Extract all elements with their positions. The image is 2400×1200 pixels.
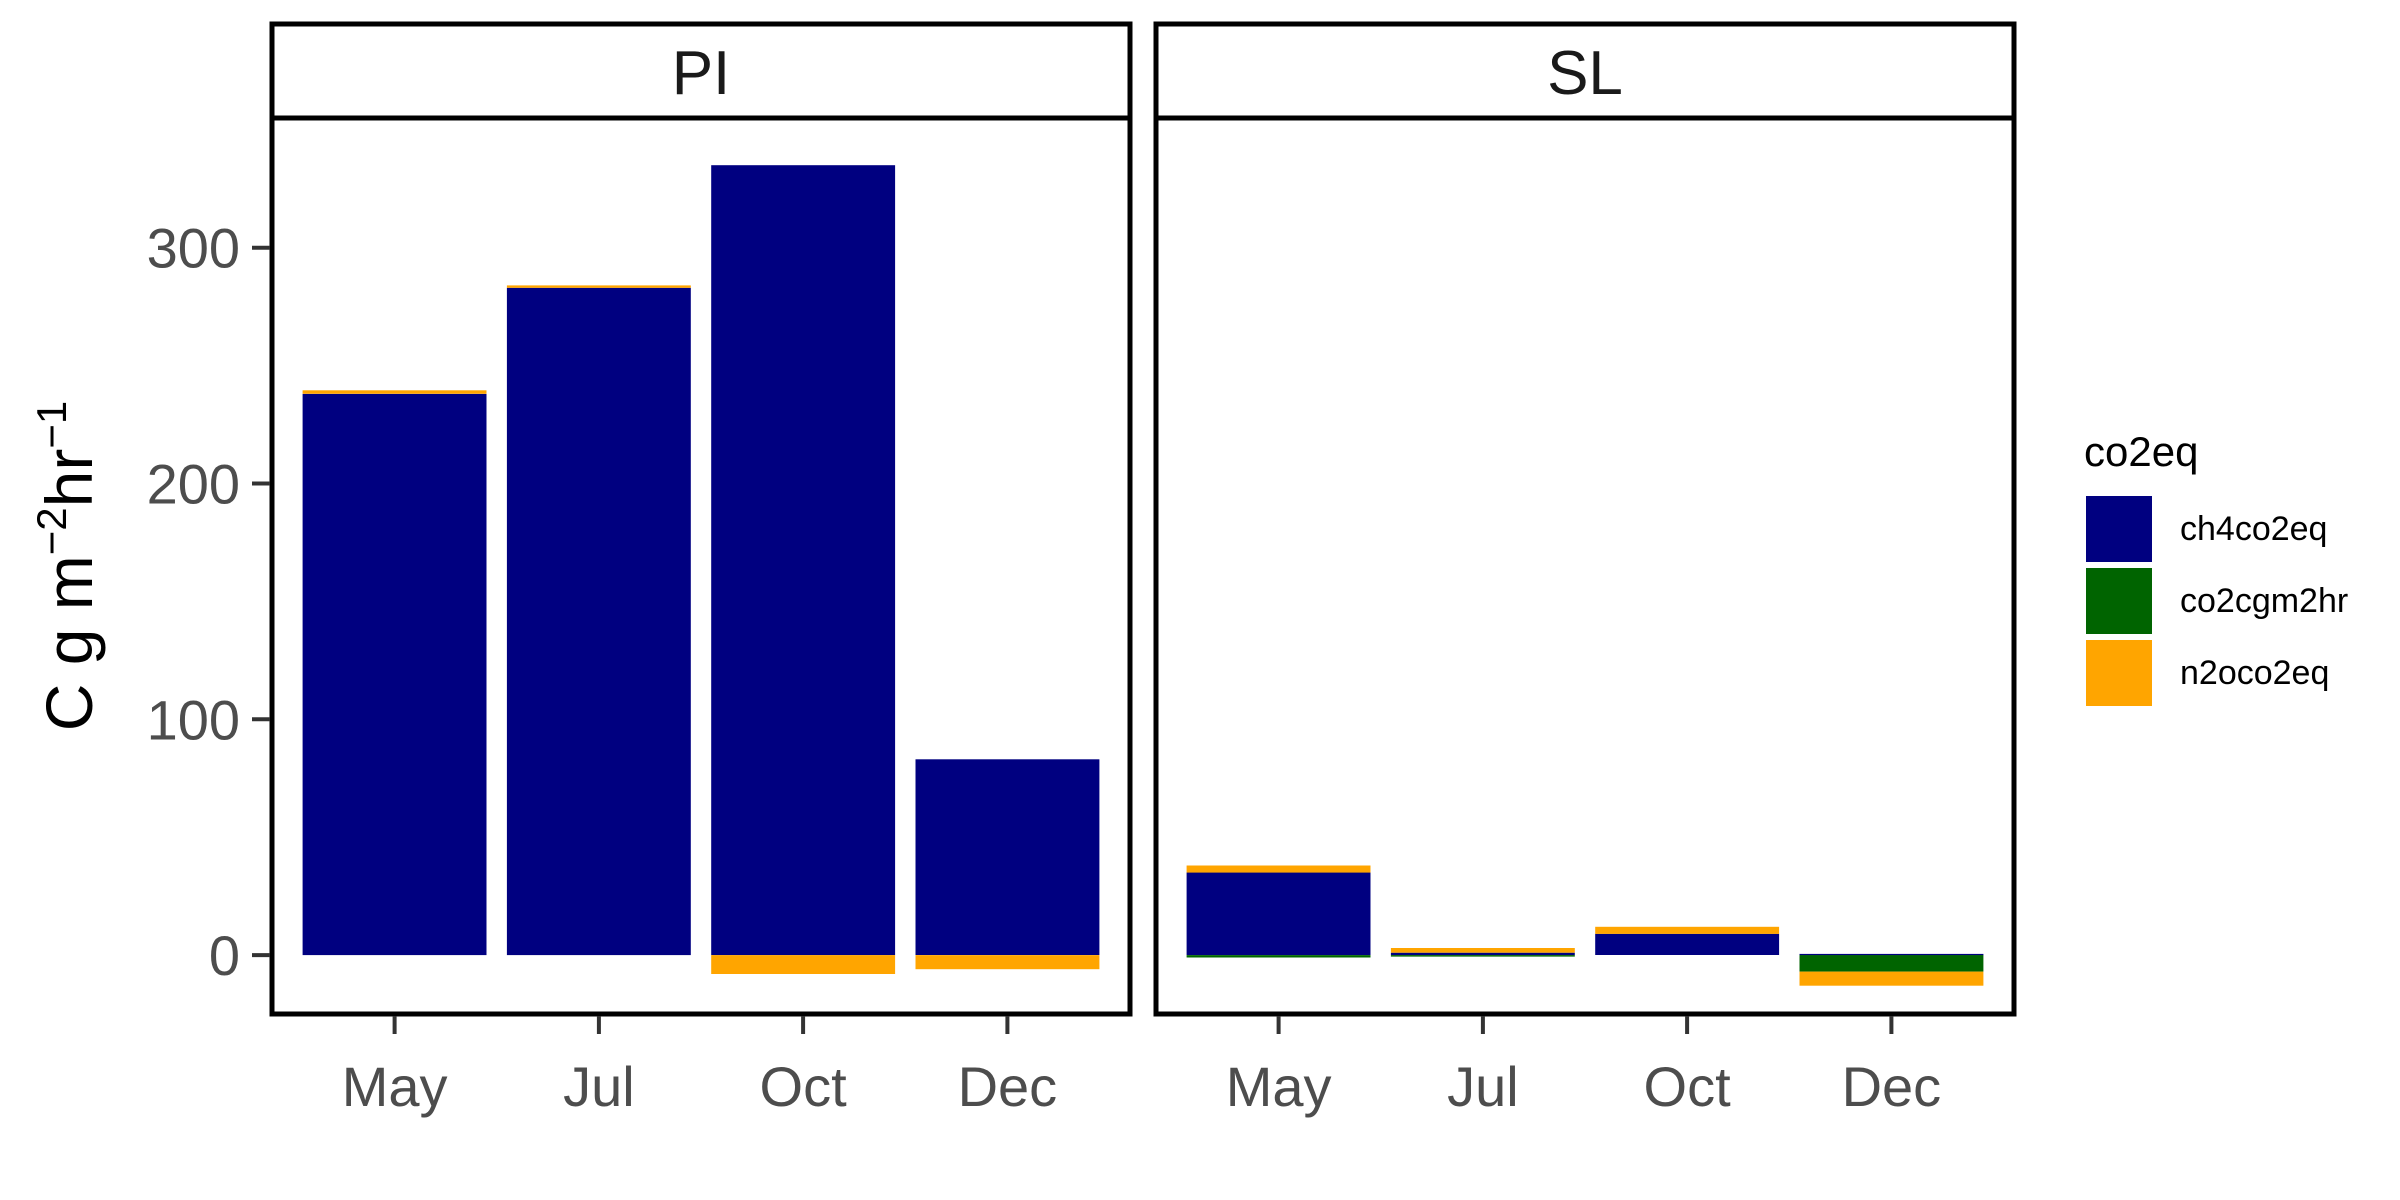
bar-PI-Jul-ch4co2eq xyxy=(506,287,691,956)
bar-SL-Dec-ch4co2eq xyxy=(1799,953,1984,956)
bar-PI-May-ch4co2eq xyxy=(302,393,487,956)
bar-SL-Jul-ch4co2eq xyxy=(1390,952,1575,956)
bar-PI-Oct-ch4co2eq xyxy=(711,165,896,956)
legend-key-co2cgm2hr xyxy=(2086,568,2152,634)
facet-PI: PI xyxy=(269,21,1133,1017)
bar-SL-May-n2oco2eq xyxy=(1186,865,1371,873)
bar-SL-Dec-co2cgm2hr xyxy=(1799,955,1984,972)
x-axis-PI: May Jul Oct Dec xyxy=(342,1016,1057,1118)
facet-strip-PI xyxy=(269,21,1133,121)
legend-label-co2cgm2hr: co2cgm2hr xyxy=(2180,582,2348,620)
bar-PI-Dec-ch4co2eq xyxy=(915,759,1100,955)
panel-SL xyxy=(1153,115,2017,1017)
bar-SL-Dec-n2oco2eq xyxy=(1799,971,1984,986)
bar-SL-Oct-n2oco2eq xyxy=(1595,926,1780,934)
bar-PI-May-n2oco2eq xyxy=(302,390,487,394)
legend-key-ch4co2eq xyxy=(2086,496,2152,562)
y-axis: 0 100 200 300 xyxy=(147,217,270,987)
bar-PI-Jul-n2oco2eq xyxy=(506,285,691,288)
y-tick-label-100: 100 xyxy=(147,688,240,751)
facet-SL: SL xyxy=(1153,21,2017,1017)
bar-SL-Jul-n2oco2eq xyxy=(1390,948,1575,953)
bar-SL-May-ch4co2eq xyxy=(1186,872,1371,955)
bars-SL xyxy=(1186,865,1984,986)
bar-SL-May-co2cgm2hr xyxy=(1186,955,1371,958)
x-tick-label-SL-Oct: Oct xyxy=(1644,1055,1732,1118)
x-tick-label-PI-Oct: Oct xyxy=(760,1055,848,1118)
x-tick-label-SL-Dec: Dec xyxy=(1842,1055,1942,1118)
x-axis-SL: May Jul Oct Dec xyxy=(1226,1016,1941,1118)
x-tick-label-SL-May: May xyxy=(1226,1055,1332,1118)
x-tick-label-PI-Jul: Jul xyxy=(563,1055,635,1118)
legend-label-ch4co2eq: ch4co2eq xyxy=(2180,510,2327,548)
bar-PI-Dec-n2oco2eq xyxy=(915,955,1100,970)
facet-label-PI: PI xyxy=(672,39,731,108)
bar-SL-Jul-co2cgm2hr xyxy=(1390,955,1575,957)
facet-label-SL: SL xyxy=(1547,39,1623,108)
y-tick-label-300: 300 xyxy=(147,217,240,280)
legend: co2eq ch4co2eq co2cgm2hr n2oco2eq xyxy=(2084,428,2348,706)
legend-label-n2oco2eq: n2oco2eq xyxy=(2180,654,2329,692)
bars-PI xyxy=(302,165,1100,974)
y-tick-label-0: 0 xyxy=(209,924,240,987)
x-tick-label-SL-Jul: Jul xyxy=(1447,1055,1519,1118)
bar-PI-Oct-n2oco2eq xyxy=(711,955,896,974)
legend-items: ch4co2eq co2cgm2hr n2oco2eq xyxy=(2086,496,2348,706)
legend-title: co2eq xyxy=(2084,428,2198,475)
bar-SL-Oct-ch4co2eq xyxy=(1595,933,1780,955)
legend-key-n2oco2eq xyxy=(2086,640,2152,706)
x-tick-label-PI-Dec: Dec xyxy=(958,1055,1058,1118)
x-tick-label-PI-May: May xyxy=(342,1055,448,1118)
y-tick-label-200: 200 xyxy=(147,453,240,516)
y-axis-title: C g m−2hr−1 xyxy=(28,401,106,732)
